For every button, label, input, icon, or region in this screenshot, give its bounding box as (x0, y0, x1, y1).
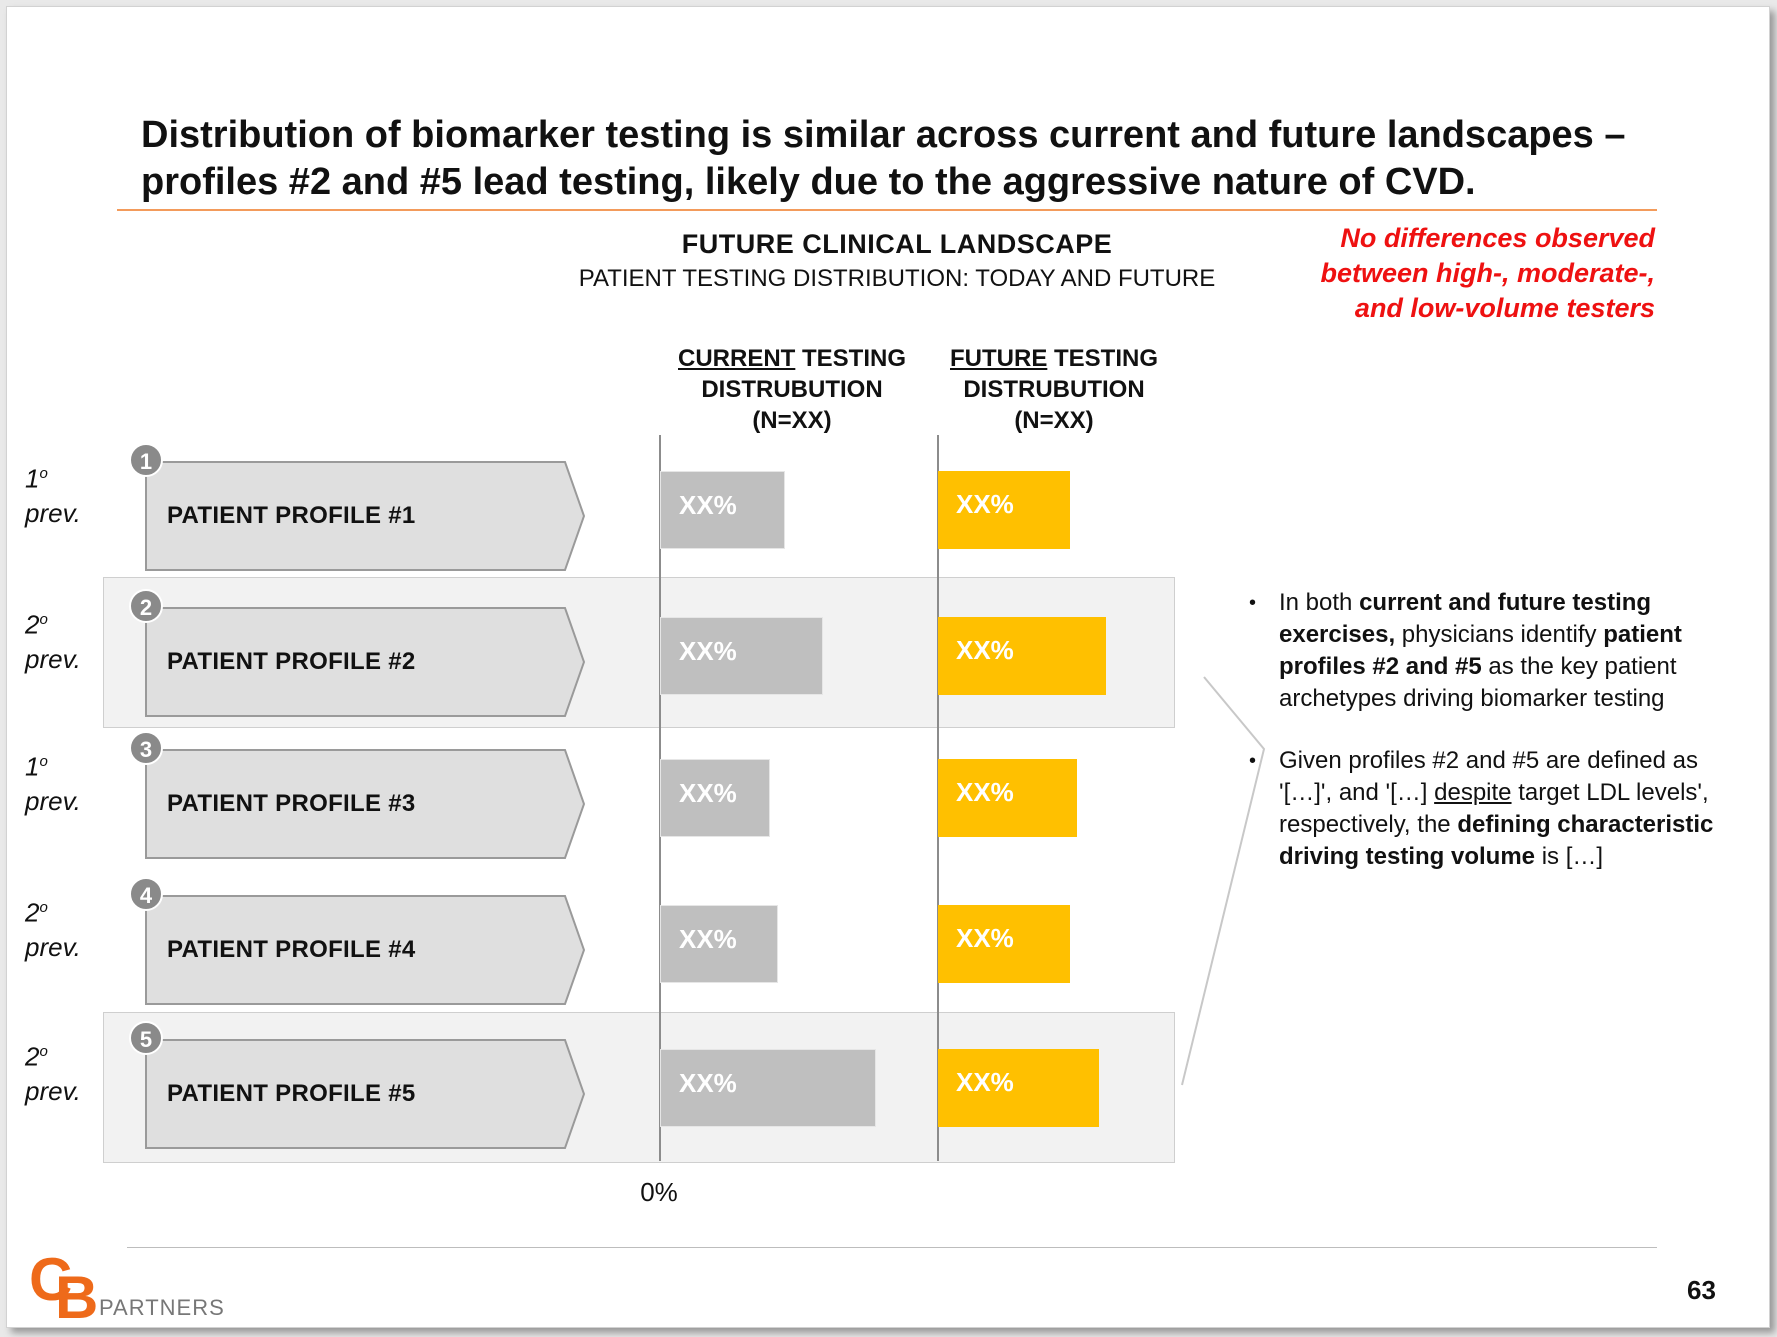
prevention-label: 1o prev. (25, 463, 81, 528)
bullet-item: Given profiles #2 and #5 are defined as … (1249, 745, 1719, 873)
bullet-item: In both current and future testing exerc… (1249, 587, 1719, 715)
current-bar-label: XX% (679, 490, 737, 520)
callout-line: between high-, moderate-, (1320, 258, 1655, 288)
current-bar-label: XX% (679, 636, 737, 666)
future-column-header: FUTURE TESTING DISTRUBUTION (N=XX) (919, 343, 1189, 436)
slide: Distribution of biomarker testing is sim… (6, 6, 1770, 1328)
title-divider (117, 209, 1657, 211)
future-header-line2: DISTRUBUTION (963, 376, 1145, 403)
future-bar-label: XX% (956, 777, 1014, 807)
axis-zero-label: 0% (640, 1177, 678, 1207)
current-bar: XX% (660, 617, 823, 695)
patient-profile-label: PATIENT PROFILE #5 (167, 1080, 416, 1107)
current-header-rest: TESTING (795, 345, 906, 372)
callout-line: No differences observed (1340, 223, 1655, 253)
current-bar-label: XX% (679, 1068, 737, 1098)
profile-number-badge: 1 (129, 443, 163, 477)
current-header-line2: DISTRUBUTION (701, 376, 883, 403)
logo-letter-b: B (55, 1264, 99, 1328)
footer-divider (127, 1247, 1657, 1248)
future-bar-label: XX% (956, 489, 1014, 519)
current-bar: XX% (660, 471, 785, 549)
patient-profile-label: PATIENT PROFILE #1 (167, 502, 416, 529)
bracket-connector (1181, 676, 1266, 1086)
prevention-label: 2o prev. (25, 1041, 81, 1106)
future-header-rest: TESTING (1047, 345, 1158, 372)
future-bar: XX% (938, 471, 1070, 549)
patient-profile-label: PATIENT PROFILE #3 (167, 790, 416, 817)
future-bar-label: XX% (956, 1067, 1014, 1097)
future-bar-label: XX% (956, 635, 1014, 665)
future-bar-label: XX% (956, 923, 1014, 953)
future-bar: XX% (938, 1049, 1099, 1127)
current-bar: XX% (660, 759, 770, 837)
section-subheading: PATIENT TESTING DISTRIBUTION: TODAY AND … (578, 265, 1216, 292)
current-header-underlined: CURRENT (678, 345, 796, 372)
profile-number-badge: 4 (129, 877, 163, 911)
current-column-header: CURRENT TESTING DISTRUBUTION (N=XX) (657, 343, 927, 436)
current-bar-label: XX% (679, 778, 737, 808)
current-bar: XX% (660, 905, 778, 983)
patient-profile-chevron: PATIENT PROFILE #3 (145, 749, 585, 859)
patient-profile-label: PATIENT PROFILE #2 (167, 648, 416, 675)
profile-number-badge: 2 (129, 589, 163, 623)
current-bar: XX% (660, 1049, 876, 1127)
prevention-label: 2o prev. (25, 897, 81, 962)
future-bar: XX% (938, 759, 1077, 837)
prevention-label: 1o prev. (25, 751, 81, 816)
company-logo: C B PARTNERS (29, 1246, 249, 1327)
future-bar: XX% (938, 905, 1070, 983)
logo-letter-c: C (29, 1246, 72, 1313)
patient-profile-chevron: PATIENT PROFILE #2 (145, 607, 585, 717)
logo-text: PARTNERS (99, 1295, 225, 1320)
slide-title: Distribution of biomarker testing is sim… (141, 114, 1626, 203)
future-bar: XX% (938, 617, 1106, 695)
profile-number-badge: 3 (129, 731, 163, 765)
future-header-underlined: FUTURE (950, 345, 1048, 372)
patient-profile-chevron: PATIENT PROFILE #4 (145, 895, 585, 1005)
current-bar-label: XX% (679, 924, 737, 954)
section-heading: FUTURE CLINICAL LANDSCAPE (681, 229, 1113, 259)
prevention-label: 2o prev. (25, 609, 81, 674)
future-header-line3: (N=XX) (1014, 407, 1094, 434)
patient-profile-label: PATIENT PROFILE #4 (167, 936, 416, 963)
callout-note: No differences observed between high-, m… (1237, 221, 1655, 326)
page-number: 63 (1687, 1275, 1716, 1305)
patient-profile-chevron: PATIENT PROFILE #5 (145, 1039, 585, 1149)
insight-bullets: In both current and future testing exerc… (1249, 587, 1719, 903)
current-header-line3: (N=XX) (752, 407, 832, 434)
callout-line: and low-volume testers (1354, 293, 1655, 323)
patient-profile-chevron: PATIENT PROFILE #1 (145, 461, 585, 571)
profile-number-badge: 5 (129, 1021, 163, 1055)
